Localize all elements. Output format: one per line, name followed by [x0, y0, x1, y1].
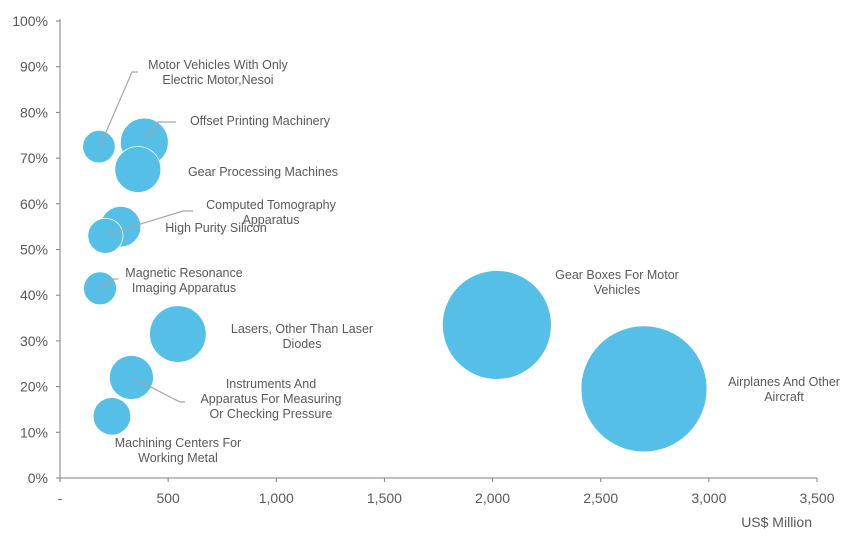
x-tick-label: 3,500	[799, 490, 834, 506]
bubble-point	[149, 305, 207, 363]
data-label-line: Magnetic Resonance	[125, 266, 242, 280]
y-tick-label: 60%	[20, 196, 48, 212]
x-tick-label: 500	[156, 490, 180, 506]
data-label-line: Computed Tomography	[206, 198, 336, 212]
bubble-point	[114, 146, 162, 193]
data-labels-layer: Motor Vehicles With Only Electric Motor,N…	[115, 58, 840, 465]
bubble-point	[87, 217, 124, 254]
data-label-line: Motor Vehicles With Only	[148, 58, 288, 72]
leader-lines-layer	[99, 71, 193, 403]
data-label-line: Machining Centers For	[115, 436, 241, 450]
data-label-line: Instruments And	[226, 377, 316, 391]
data-label-line: Working Metal	[138, 451, 218, 465]
y-tick-label: 50%	[20, 242, 48, 258]
y-tick-label: 30%	[20, 333, 48, 349]
y-tick-label: 20%	[20, 379, 48, 395]
data-label-line: Diodes	[283, 337, 322, 351]
data-label-line: Apparatus	[243, 213, 300, 227]
x-axis-ticks: - 500 1,000 1,500 2,000 2,500 3,000 3,500	[58, 478, 835, 506]
data-label-line: Apparatus For Measuring	[200, 392, 341, 406]
bubble-point	[82, 130, 116, 164]
bubble-point	[442, 270, 552, 380]
x-tick-label: 3,000	[691, 490, 726, 506]
x-tick-label: 1,000	[259, 490, 294, 506]
x-tick-label: 2,000	[475, 490, 510, 506]
y-tick-label: 10%	[20, 424, 48, 440]
data-label: Machining Centers For Working Metal	[115, 436, 241, 465]
x-tick-label: -	[58, 490, 63, 506]
leader-line	[144, 121, 176, 140]
data-label-line: Electric Motor,Nesoi	[162, 73, 273, 87]
data-label: Gear Processing Machines	[188, 165, 338, 179]
y-tick-label: 100%	[12, 13, 48, 29]
y-tick-label: 0%	[28, 470, 48, 486]
y-tick-label: 40%	[20, 287, 48, 303]
data-label: Gear Boxes For Motor Vehicles	[555, 268, 679, 297]
data-label: Magnetic Resonance Imaging Apparatus	[125, 266, 242, 295]
bubble-point	[108, 355, 154, 400]
data-label-line: Lasers, Other Than Laser	[231, 322, 373, 336]
data-label-line: Offset Printing Machinery	[190, 114, 331, 128]
data-label: Instruments And Apparatus For Measuring Or…	[200, 377, 341, 421]
data-label-line: Vehicles	[594, 283, 641, 297]
y-tick-label: 70%	[20, 150, 48, 166]
leader-line	[132, 377, 185, 403]
data-label: Offset Printing Machinery	[190, 114, 331, 128]
data-label-line: High Purity Silicon	[165, 221, 266, 235]
y-axis-ticks: 0% 10% 20% 30% 40% 50% 60% 70% 80% 90% 100%	[12, 13, 60, 486]
y-tick-label: 90%	[20, 59, 48, 75]
data-label: Airplanes And Other Aircraft	[728, 375, 840, 404]
data-label-line: Or Checking Pressure	[210, 407, 333, 421]
x-tick-label: 1,500	[367, 490, 402, 506]
data-label-line: Airplanes And Other	[728, 375, 840, 389]
x-tick-label: 2,500	[583, 490, 618, 506]
x-axis-title: US$ Million	[741, 514, 812, 530]
leader-line	[99, 71, 138, 147]
data-label-line: Aircraft	[764, 390, 804, 404]
data-label-line: Imaging Apparatus	[132, 281, 236, 295]
data-label-line: Gear Boxes For Motor	[555, 268, 679, 282]
data-label: Lasers, Other Than Laser Diodes	[231, 322, 373, 351]
leader-line	[107, 210, 193, 235]
bubbles-layer	[82, 117, 708, 453]
data-label: Computed Tomography Apparatus	[206, 198, 336, 227]
y-tick-label: 80%	[20, 104, 48, 120]
data-label-line: Gear Processing Machines	[188, 165, 338, 179]
leader-line	[99, 278, 118, 290]
bubble-point	[92, 397, 132, 436]
data-label: High Purity Silicon	[165, 221, 266, 235]
bubble-point	[580, 325, 708, 453]
data-label: Motor Vehicles With Only Electric Motor,N…	[148, 58, 288, 87]
